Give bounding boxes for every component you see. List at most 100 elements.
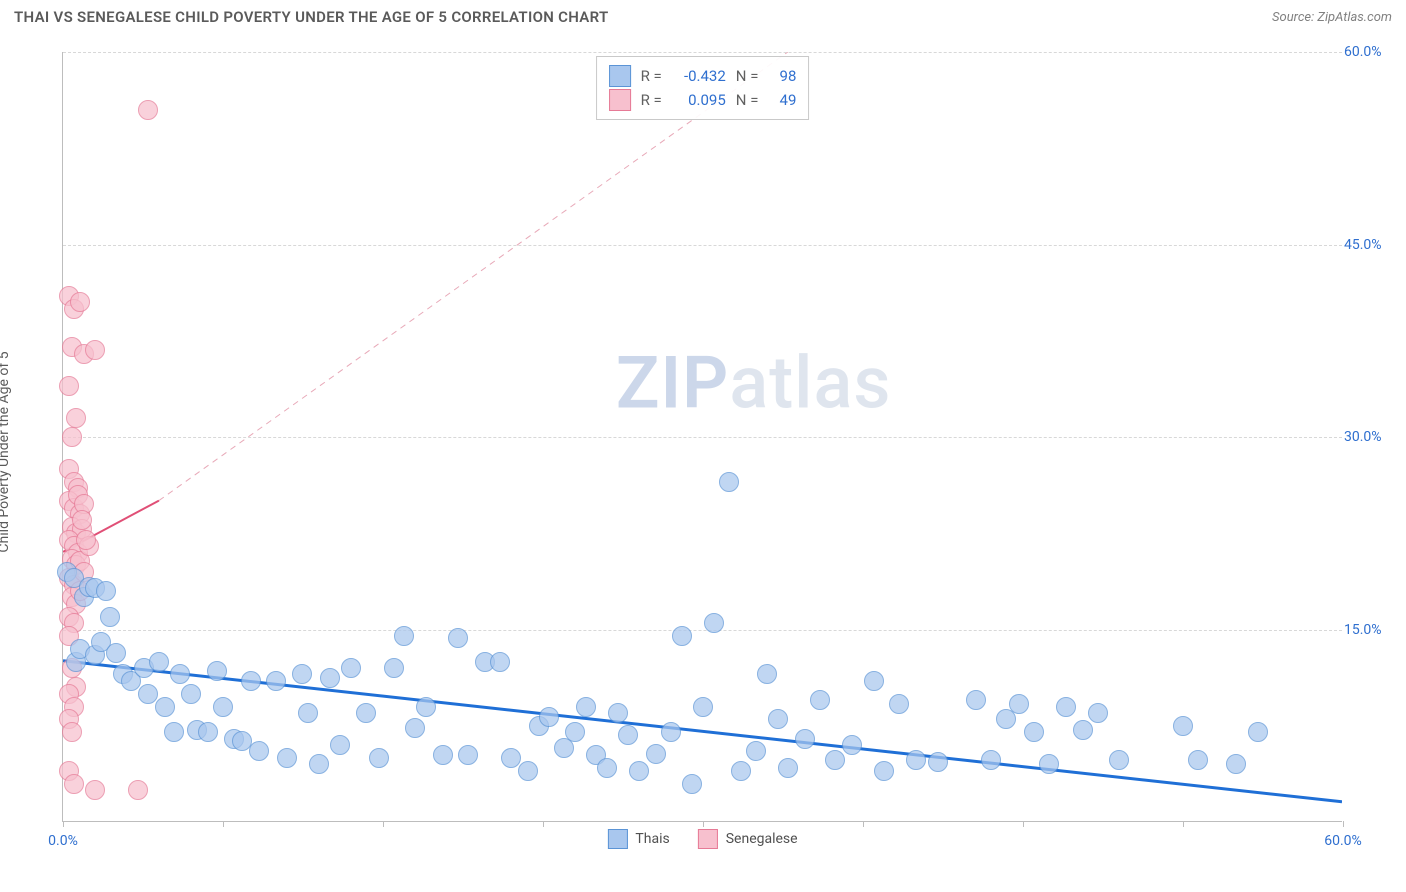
data-point-thais — [330, 735, 350, 755]
data-point-senegalese — [76, 530, 96, 550]
data-point-thais — [164, 722, 184, 742]
series-legend: Thais Senegalese — [607, 829, 797, 849]
data-point-thais — [309, 754, 329, 774]
data-point-thais — [416, 697, 436, 717]
x-tick — [1023, 821, 1024, 827]
data-point-thais — [1226, 754, 1246, 774]
data-point-senegalese — [66, 408, 86, 428]
y-tick-label: 30.0% — [1344, 429, 1394, 445]
data-point-senegalese — [62, 722, 82, 742]
swatch-thais — [607, 829, 627, 849]
data-point-thais — [842, 735, 862, 755]
data-point-thais — [981, 750, 1001, 770]
data-point-thais — [539, 707, 559, 727]
data-point-senegalese — [64, 774, 84, 794]
data-point-thais — [1188, 750, 1208, 770]
data-point-thais — [864, 671, 884, 691]
data-point-thais — [490, 652, 510, 672]
x-tick — [223, 821, 224, 827]
data-point-thais — [241, 671, 261, 691]
n-value-thais: 98 — [768, 67, 796, 85]
data-point-thais — [292, 664, 312, 684]
watermark: ZIPatlas — [616, 340, 891, 425]
data-point-thais — [96, 581, 116, 601]
data-point-thais — [1109, 750, 1129, 770]
y-tick-label: 60.0% — [1344, 44, 1394, 60]
y-tick-label: 15.0% — [1344, 622, 1394, 638]
data-point-thais — [889, 694, 909, 714]
watermark-part2: atlas — [729, 340, 891, 425]
data-point-thais — [825, 750, 845, 770]
data-point-thais — [341, 658, 361, 678]
data-point-thais — [731, 761, 751, 781]
data-point-thais — [966, 690, 986, 710]
r-label: R = — [641, 67, 662, 85]
data-point-thais — [874, 761, 894, 781]
gridline — [63, 52, 1342, 53]
data-point-thais — [501, 748, 521, 768]
data-point-thais — [597, 758, 617, 778]
r-label: R = — [641, 91, 662, 109]
data-point-senegalese — [138, 100, 158, 120]
y-tick-label: 45.0% — [1344, 237, 1394, 253]
data-point-thais — [394, 626, 414, 646]
data-point-thais — [198, 722, 218, 742]
data-point-thais — [719, 472, 739, 492]
source-label: Source: ZipAtlas.com — [1272, 10, 1392, 25]
data-point-thais — [757, 664, 777, 684]
x-tick — [1183, 821, 1184, 827]
data-point-thais — [576, 697, 596, 717]
data-point-senegalese — [85, 340, 105, 360]
data-point-thais — [1173, 716, 1193, 736]
n-label: N = — [736, 91, 759, 109]
n-label: N = — [736, 67, 759, 85]
x-tick — [63, 821, 64, 827]
x-tick — [703, 821, 704, 827]
data-point-thais — [608, 703, 628, 723]
data-point-senegalese — [59, 376, 79, 396]
data-point-thais — [1024, 722, 1044, 742]
data-point-thais — [646, 744, 666, 764]
n-value-senegalese: 49 — [768, 91, 796, 109]
r-value-thais: -0.432 — [672, 67, 726, 85]
data-point-thais — [693, 697, 713, 717]
y-axis-label: Child Poverty Under the Age of 5 — [0, 351, 12, 552]
data-point-thais — [213, 697, 233, 717]
data-point-thais — [266, 671, 286, 691]
legend-item-senegalese: Senegalese — [698, 829, 798, 849]
data-point-senegalese — [70, 292, 90, 312]
chart-title: THAI VS SENEGALESE CHILD POVERTY UNDER T… — [14, 8, 609, 26]
data-point-thais — [1009, 694, 1029, 714]
chart-container: Child Poverty Under the Age of 5 R = -0.… — [14, 42, 1392, 862]
data-point-thais — [320, 668, 340, 688]
x-tick-label: 60.0% — [1324, 833, 1362, 849]
x-tick — [863, 821, 864, 827]
data-point-senegalese — [72, 510, 92, 530]
legend-row-senegalese: R = 0.095 N = 49 — [609, 89, 797, 111]
data-point-thais — [682, 774, 702, 794]
data-point-thais — [181, 684, 201, 704]
data-point-thais — [405, 718, 425, 738]
x-tick — [383, 821, 384, 827]
data-point-thais — [384, 658, 404, 678]
data-point-thais — [155, 697, 175, 717]
data-point-thais — [672, 626, 692, 646]
data-point-thais — [448, 628, 468, 648]
legend-label-thais: Thais — [635, 831, 669, 847]
data-point-thais — [433, 745, 453, 765]
data-point-thais — [928, 752, 948, 772]
data-point-thais — [369, 748, 389, 768]
data-point-thais — [661, 722, 681, 742]
data-point-thais — [810, 690, 830, 710]
gridline — [63, 245, 1342, 246]
data-point-thais — [277, 748, 297, 768]
legend-label-senegalese: Senegalese — [726, 831, 798, 847]
x-tick — [1343, 821, 1344, 827]
gridline — [63, 630, 1342, 631]
data-point-thais — [704, 613, 724, 633]
data-point-thais — [518, 761, 538, 781]
x-tick-label: 0.0% — [48, 833, 78, 849]
data-point-thais — [746, 741, 766, 761]
swatch-senegalese — [609, 89, 631, 111]
data-point-thais — [106, 643, 126, 663]
